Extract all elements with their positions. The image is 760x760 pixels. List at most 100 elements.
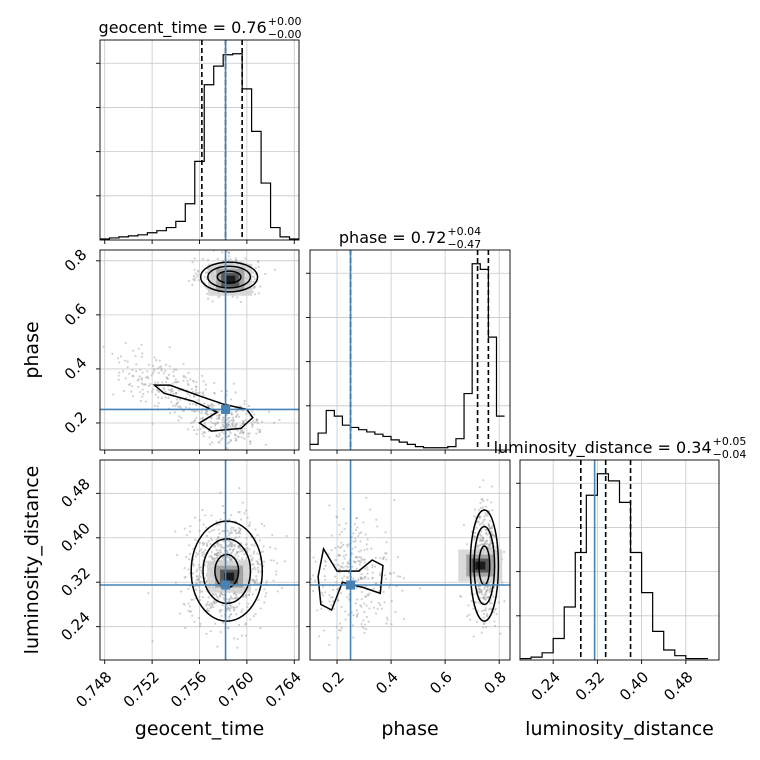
sample-point — [356, 612, 359, 615]
sample-point — [385, 558, 388, 561]
sample-point — [228, 607, 231, 611]
sample-point — [323, 575, 326, 578]
sample-point — [347, 571, 351, 574]
sample-point — [232, 606, 235, 609]
hist-bin — [407, 444, 415, 450]
sample-point — [242, 553, 246, 556]
sample-point — [229, 543, 232, 546]
sample-point — [215, 553, 218, 556]
sample-point — [216, 554, 219, 557]
sample-point — [209, 607, 212, 610]
sample-point — [324, 591, 327, 594]
sample-point — [209, 603, 212, 606]
sample-point — [479, 501, 482, 505]
sample-point — [475, 546, 479, 549]
sample-point — [485, 590, 488, 594]
sample-point — [239, 300, 242, 304]
sample-point — [229, 597, 232, 600]
sample-point — [210, 529, 213, 532]
sample-point — [211, 556, 214, 559]
sample-point — [480, 498, 483, 501]
sample-point — [259, 607, 262, 610]
sample-point — [339, 568, 342, 571]
sample-point — [158, 359, 161, 362]
sample-point — [118, 371, 121, 374]
sample-point — [216, 551, 219, 554]
density-block — [475, 561, 486, 570]
sample-point — [234, 258, 237, 262]
sample-point — [353, 561, 357, 564]
sample-point — [314, 579, 317, 582]
sample-point — [482, 612, 485, 616]
sample-point — [157, 371, 160, 374]
sample-point — [226, 549, 229, 553]
sample-point — [385, 616, 389, 619]
sample-point — [215, 538, 218, 542]
sample-point — [483, 596, 486, 599]
sample-point — [219, 593, 222, 596]
sample-point — [212, 600, 216, 604]
sample-point — [257, 562, 260, 566]
sample-point — [151, 422, 154, 425]
sample-point — [490, 601, 493, 605]
contour-level — [152, 384, 254, 432]
sample-point — [244, 634, 248, 637]
sample-point — [229, 552, 233, 555]
sample-point — [164, 369, 167, 372]
sample-point — [229, 595, 233, 598]
y-axis-label-phase: phase — [21, 321, 43, 378]
sample-point — [188, 552, 191, 556]
sample-point — [232, 526, 235, 529]
sample-point — [477, 544, 480, 547]
sample-point — [393, 498, 396, 502]
sample-point — [483, 518, 487, 521]
sample-point — [312, 556, 315, 559]
sample-point — [375, 518, 378, 521]
sample-point — [483, 523, 486, 527]
sample-point — [344, 618, 347, 621]
sample-point — [187, 279, 191, 283]
sample-point — [330, 549, 333, 552]
sample-point — [240, 558, 244, 562]
sample-point — [188, 402, 192, 405]
sample-point — [147, 384, 151, 387]
sample-point — [222, 432, 226, 435]
sample-point — [343, 557, 346, 560]
sample-point — [217, 536, 220, 539]
sample-point — [234, 410, 237, 414]
sample-point — [483, 594, 486, 597]
sample-point — [201, 426, 204, 429]
sample-point — [176, 401, 180, 404]
sample-point — [233, 433, 236, 436]
sample-point — [342, 507, 345, 511]
sample-point — [487, 523, 490, 526]
sample-point — [479, 533, 482, 537]
sample-point — [355, 614, 359, 617]
sample-point — [193, 419, 196, 423]
sample-point — [218, 434, 221, 437]
sample-point — [213, 422, 216, 425]
sample-point — [230, 411, 233, 414]
sample-point — [209, 420, 212, 424]
sample-point — [187, 568, 190, 571]
sample-point — [229, 438, 232, 442]
sample-point — [154, 359, 158, 362]
sample-point — [226, 435, 229, 438]
sample-point — [193, 394, 196, 397]
sample-point — [150, 390, 154, 393]
sample-point — [248, 548, 251, 551]
panel-title-geocent_time: geocent_time = 0.76 +0.00−0.00 — [99, 15, 302, 41]
sample-point — [227, 534, 230, 537]
sample-point — [227, 252, 231, 255]
sample-point — [483, 586, 486, 589]
sample-point — [262, 545, 265, 548]
sample-point — [218, 414, 222, 417]
sample-point — [175, 553, 179, 557]
sample-point — [209, 404, 212, 407]
sample-point — [374, 582, 378, 585]
sample-point — [201, 392, 204, 395]
sample-point — [210, 556, 213, 559]
sample-point — [473, 508, 477, 511]
sample-point — [235, 532, 238, 535]
sample-point — [218, 441, 221, 444]
